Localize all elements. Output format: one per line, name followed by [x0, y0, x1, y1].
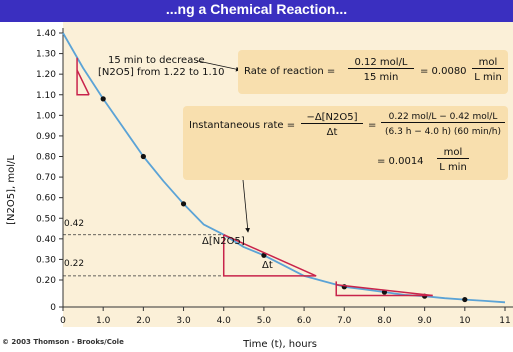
instantaneous-numerator: −Δ[N2O5] [301, 112, 363, 124]
rate-result: = 0.0080 [420, 66, 467, 77]
x-axis-label: Time (t), hours [242, 339, 317, 350]
average-rate-hypotenuse [76, 69, 90, 96]
x-tick-label: 4.0 [217, 316, 232, 326]
x-tick-label: 1.0 [96, 316, 111, 326]
rate-label: Rate of reaction = [244, 66, 336, 77]
y-tick-label: 0.50 [36, 214, 56, 224]
delta-time-label: Δt [262, 260, 273, 271]
delta-concentration-label: Δ[N2O5] [202, 236, 245, 247]
reference-value-high: 0.42 [64, 219, 85, 229]
x-tick-label: 0 [60, 316, 66, 326]
x-tick-label: 7.0 [337, 316, 352, 326]
instantaneous-label: Instantaneous rate = [189, 120, 296, 131]
instantaneous-rate-triangle [222, 234, 317, 277]
x-tick-label: 8.0 [377, 316, 392, 326]
y-tick-label: 0.40 [36, 235, 56, 245]
title-bar: ...ng a Chemical Reaction... [0, 0, 513, 22]
x-tick-label: 10 [459, 316, 471, 326]
copyright-credit: © 2003 Thomson - Brooks/Cole [2, 338, 124, 346]
rate-box: Rate of reaction = 0.12 mol/L 15 min = 0… [238, 50, 508, 94]
x-tick-label: 9.0 [417, 316, 432, 326]
instantaneous-unit-denominator: L min [439, 162, 467, 173]
left-note-arrow [197, 60, 241, 72]
instantaneous-rate-box: Instantaneous rate = −Δ[N2O5] Δt = 0.22 … [183, 106, 508, 180]
decay-curve [62, 32, 506, 304]
rate-denominator: 15 min [363, 72, 399, 83]
y-tick-label: 1.00 [36, 111, 56, 121]
y-tick-label: 1.40 [36, 29, 56, 39]
data-point [462, 296, 468, 303]
data-point [140, 153, 146, 160]
instantaneous-unit-numerator: mol [437, 147, 469, 159]
data-point [100, 96, 106, 102]
instantaneous-denominator: Δt [326, 127, 338, 138]
instantaneous-denominator-values: (6.3 h − 4.0 h) (60 min/h) [385, 127, 501, 137]
x-tick-label: 6.0 [297, 316, 312, 326]
instantaneous-numerator-values: 0.22 mol/L − 0.42 mol/L [381, 112, 505, 123]
y-tick-label: 0.20 [36, 276, 56, 286]
y-tick-label: 0 [50, 303, 56, 313]
y-tick-label: 1.30 [36, 50, 56, 60]
rate-unit-numerator: mol [472, 57, 504, 69]
instantaneous-result: = 0.0014 [377, 156, 424, 167]
later-rate-tangent [336, 283, 433, 297]
y-axis-label: [N2O5], mol/L [6, 155, 17, 225]
rate-numerator: 0.12 mol/L [348, 57, 414, 69]
y-tick-label: 1.20 [36, 70, 56, 80]
x-tick-label: 2.0 [136, 316, 151, 326]
rate-unit-denominator: L min [474, 72, 502, 83]
left-note-line1: 15 min to decrease [108, 55, 205, 66]
later-rate-triangle [335, 281, 433, 297]
y-tick-label: 0.90 [36, 132, 56, 142]
reference-value-low: 0.22 [64, 259, 85, 269]
data-point [180, 201, 187, 207]
chart-title: ...ng a Chemical Reaction... [165, 1, 348, 17]
x-tick-label: 11 [499, 316, 510, 326]
average-rate-triangle [76, 57, 90, 96]
x-tick-label: 5.0 [257, 316, 272, 326]
left-note-line2: [N2O5] from 1.22 to 1.10 [98, 67, 225, 78]
y-tick-label: 0.80 [36, 153, 56, 163]
y-tick-label: 0.60 [36, 194, 56, 204]
instantaneous-tangent [223, 234, 317, 277]
x-tick-label: 3.0 [176, 316, 191, 326]
y-tick-label: 1.10 [36, 91, 56, 101]
y-tick-label: 0.70 [36, 173, 56, 183]
y-tick-label: 0.30 [36, 255, 56, 265]
instantaneous-equals: = [368, 120, 377, 131]
